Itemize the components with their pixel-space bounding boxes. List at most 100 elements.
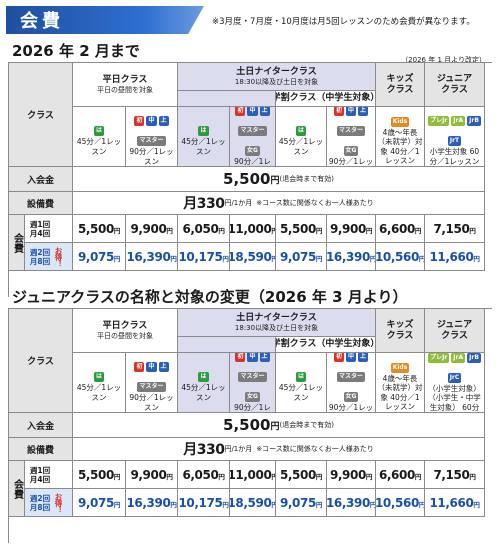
class-badge-icon: 初 bbox=[333, 353, 344, 362]
icon-row: 初中上マスター女G bbox=[232, 353, 274, 403]
yen-unit: 円 bbox=[113, 226, 121, 235]
fee-value: 11,000円 bbox=[230, 467, 275, 482]
fee-amount: 6,050 bbox=[182, 467, 219, 482]
fee-amount: 11,000 bbox=[230, 467, 272, 482]
icon-row: Kids bbox=[390, 108, 411, 128]
donichi-sub: 18:30以降及び土日を対象 bbox=[234, 323, 319, 332]
fee-cell: 5,500円 bbox=[73, 215, 126, 243]
fee-value: 6,050円 bbox=[182, 222, 224, 236]
fee-cell: 9,075円 bbox=[73, 489, 126, 517]
class-badge-icon: JrT bbox=[447, 136, 462, 146]
setsubi-label: 設備費 bbox=[26, 199, 54, 210]
class-desc: 45分／1レッスン bbox=[181, 137, 226, 156]
setsubi-value: 月330 bbox=[183, 442, 225, 458]
class-badge-icon: 女G bbox=[343, 392, 359, 402]
class-desc: 4歳〜年長（未就学）対象 40分／1レッスン bbox=[377, 373, 423, 412]
class-badge-icon: 中 bbox=[247, 353, 258, 362]
fee-value: 16,390円 bbox=[327, 496, 375, 510]
icon-row: は bbox=[197, 363, 209, 383]
yen-unit: 円 bbox=[315, 472, 323, 481]
fee-amount: 9,075 bbox=[77, 495, 114, 510]
class-col-2: は 45分／1レッスン bbox=[178, 353, 230, 413]
class-badge-icon: 初 bbox=[235, 107, 246, 116]
icon-row: 初中上マスター bbox=[128, 353, 176, 393]
heijitsu-header: 平日クラス 平日の昼間を対象 bbox=[73, 63, 178, 107]
fee-cell: 6,050円 bbox=[178, 215, 230, 243]
yen-unit: 円 bbox=[113, 500, 121, 509]
class-badge-icon: マスター bbox=[238, 126, 267, 136]
nyukai-value: 5,500 bbox=[223, 416, 271, 434]
fee-value: 9,900円 bbox=[330, 468, 372, 482]
fee-value: 10,175円 bbox=[178, 250, 228, 264]
fee-cell: 7,150円 bbox=[425, 215, 485, 243]
gakuwari-header: 学割クラス（中学生対象） bbox=[276, 91, 376, 107]
class-badge-icon: は bbox=[93, 372, 104, 382]
class-badge-icon: 中 bbox=[345, 353, 356, 362]
heijitsu-sub: 平日の昼間を対象 bbox=[97, 85, 153, 94]
class-badge-icon: 上 bbox=[259, 353, 270, 362]
setsubi-value: 月330 bbox=[183, 196, 225, 212]
class-badge-icon: マスター bbox=[137, 136, 166, 146]
class-desc: 小学生対象 60分／1レッスン bbox=[429, 147, 480, 166]
class-col-7: プレJr JrA JrB JrT 小学生対象 60分／1レッスン bbox=[425, 107, 485, 167]
week-label: 週1回 月4回 bbox=[29, 219, 51, 238]
header-banner: 会費 bbox=[6, 6, 204, 34]
icon-row: 初中上マスター bbox=[128, 107, 176, 147]
yen-unit: 円 bbox=[166, 472, 173, 481]
gakuwari-header: 学割クラス（中学生対象） bbox=[276, 337, 376, 353]
class-badge-icon: は bbox=[295, 126, 306, 136]
class-desc: 90分／1レッスン bbox=[129, 393, 174, 412]
setsubi-unit: 円/1か月 bbox=[224, 198, 253, 207]
class-badge-icon: 女G bbox=[245, 392, 260, 402]
nyukai-unit: 円 bbox=[270, 175, 280, 186]
class-badge-icon: JrB bbox=[467, 353, 481, 363]
class-desc: 90分／1レッスン bbox=[328, 403, 374, 412]
junior-header: ジュニア クラス bbox=[425, 63, 485, 107]
fee-value: 5,500円 bbox=[280, 468, 322, 482]
fee-cell: 11,660円 bbox=[425, 243, 485, 271]
class-col-0: は 45分／1レッスン bbox=[73, 353, 126, 413]
fee-cell: 6,600円 bbox=[376, 215, 425, 243]
class-badge-icon: Kids bbox=[390, 362, 410, 373]
donichi-spacer bbox=[178, 337, 276, 353]
class-label: クラス bbox=[27, 357, 54, 367]
fee-value: 5,500円 bbox=[78, 468, 120, 482]
fee-value: 10,560円 bbox=[376, 250, 424, 264]
fee-cell: 10,175円 bbox=[178, 243, 230, 271]
week-label: 週2回 月8回 bbox=[29, 493, 51, 512]
junior-name: ジュニア bbox=[436, 73, 473, 84]
fee-amount: 9,075 bbox=[279, 495, 316, 510]
header-note: ※3月度・7月度・10月度は月5回レッスンのため会費が異なります。 bbox=[212, 17, 475, 27]
nyukai-note: (退会時まで有効) bbox=[279, 174, 334, 183]
icon-row: は bbox=[295, 117, 307, 137]
fee-cell: 11,000円 bbox=[230, 461, 276, 489]
yen-unit: 円 bbox=[113, 254, 121, 263]
icon-row: プレJr JrA JrB JrT bbox=[427, 107, 483, 147]
fee-cell: 18,590円 bbox=[230, 243, 276, 271]
fee-cell: 9,900円 bbox=[126, 215, 178, 243]
week1-label-cell: 週1回 月4回 bbox=[25, 215, 73, 243]
donichi-spacer bbox=[178, 91, 276, 107]
class-col-0: は 45分／1レッスン bbox=[73, 107, 126, 167]
fee-cell: 9,900円 bbox=[126, 461, 178, 489]
setsubi-label: 設備費 bbox=[26, 445, 54, 456]
icon-row: は bbox=[197, 117, 209, 137]
yen-unit: 円 bbox=[473, 254, 480, 263]
fee-amount: 11,000 bbox=[230, 221, 272, 236]
fee-cell: 6,600円 bbox=[376, 461, 425, 489]
fee-value: 16,390円 bbox=[126, 496, 176, 510]
class-badge-icon: マスター bbox=[336, 126, 365, 136]
header-title: 会費 bbox=[20, 11, 64, 32]
icon-row: プレJr JrA JrB JrC bbox=[427, 353, 483, 384]
class-desc: 45分／1レッスン bbox=[181, 383, 226, 402]
yen-unit: 円 bbox=[170, 254, 177, 263]
fee-value: 9,900円 bbox=[330, 222, 372, 236]
nyukai-label: 入会金 bbox=[26, 421, 54, 432]
class-badge-icon: 上 bbox=[358, 107, 369, 116]
kids-name: キッズ bbox=[386, 73, 414, 84]
kaihi-label-cell: 会費 bbox=[9, 215, 25, 271]
fee-value: 9,075円 bbox=[78, 250, 120, 264]
setsubi-label-cell: 設備費 bbox=[9, 192, 73, 215]
